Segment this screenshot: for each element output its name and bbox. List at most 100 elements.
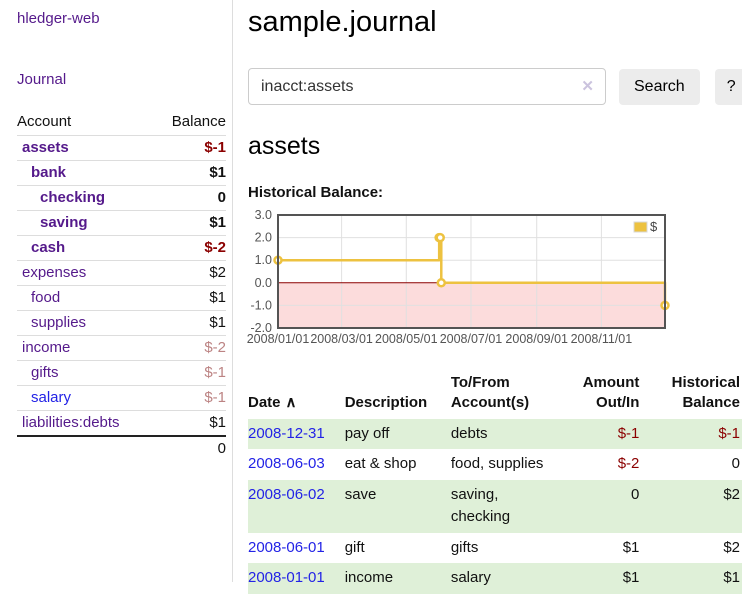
register-row[interactable]: 2008-01-01 income salary $1 $1: [248, 563, 742, 594]
account-column-header: Account: [17, 113, 72, 130]
account-link-income[interactable]: income: [22, 339, 71, 356]
account-balance-table: Account Balance assets $-1 bank $1 check…: [17, 109, 226, 461]
account-row: income $-2: [17, 335, 226, 361]
total-row: 0: [17, 435, 226, 461]
date-column-header[interactable]: Date ∧: [248, 394, 297, 412]
transaction-description: eat & shop: [344, 455, 417, 473]
transaction-description: income: [344, 569, 394, 587]
account-balance: $1: [121, 285, 226, 311]
account-balance: $-1: [121, 360, 226, 386]
svg-text:$: $: [650, 219, 658, 234]
svg-text:0.0: 0.0: [255, 276, 272, 290]
account-row: assets $-1: [17, 135, 226, 161]
account-row: checking 0: [17, 185, 226, 211]
total-balance: 0: [121, 435, 226, 461]
account-link-cash[interactable]: cash: [31, 239, 66, 256]
transaction-amount: $1: [622, 569, 640, 587]
account-balance: $-2: [121, 335, 226, 361]
transaction-date-link[interactable]: 2008-06-03: [248, 455, 325, 473]
search-form: ✕ Search ?: [248, 68, 742, 105]
register-row[interactable]: 2008-06-01 gift gifts $1 $2: [248, 533, 742, 564]
account-row: cash $-2: [17, 235, 226, 261]
account-balance: 0: [121, 185, 226, 211]
historical-balance-chart-container: $3.0 2.0 1.0 0.0 -1.0 -2.0 2008/01/01 2008/03/0…: [241, 208, 742, 352]
transaction-amount: $1: [622, 538, 640, 556]
account-link-food[interactable]: food: [31, 289, 61, 306]
account-link-assets[interactable]: assets: [22, 139, 69, 156]
journal-link[interactable]: Journal: [17, 71, 67, 88]
transaction-balance: 0: [731, 455, 740, 473]
svg-text:1.0: 1.0: [255, 253, 272, 267]
transaction-description: save: [344, 486, 377, 503]
svg-text:2008/05/01: 2008/05/01: [375, 332, 438, 346]
account-link-salary[interactable]: salary: [31, 389, 72, 406]
transaction-date-link[interactable]: 2008-12-31: [248, 424, 325, 442]
account-link-expenses[interactable]: expenses: [22, 264, 87, 281]
transaction-balance: $-1: [718, 424, 740, 442]
svg-text:2008/07/01: 2008/07/01: [440, 332, 503, 346]
transaction-balance: $2: [723, 538, 740, 556]
transaction-accounts: gifts: [450, 538, 479, 556]
svg-text:-1.0: -1.0: [250, 298, 272, 312]
register-row[interactable]: 2008-06-02 save saving, checking 0 $2: [248, 480, 742, 533]
account-row: saving $1: [17, 210, 226, 236]
account-link-liabilities-debts[interactable]: liabilities:debts: [22, 414, 120, 431]
nav-journal: Journal: [17, 71, 232, 88]
transaction-description: pay off: [344, 424, 390, 442]
account-balance: $1: [121, 160, 226, 186]
transaction-date-link[interactable]: 2008-06-02: [248, 486, 325, 503]
transaction-description: gift: [344, 538, 365, 556]
register-row[interactable]: 2008-06-03 eat & shop food, supplies $-2…: [248, 449, 742, 480]
sidebar: hledger-web Journal Account Balance asse…: [0, 0, 233, 582]
account-balance: $2: [121, 260, 226, 286]
account-balance: $1: [121, 410, 226, 436]
account-row: salary $-1: [17, 385, 226, 411]
clear-search-icon[interactable]: ✕: [581, 78, 594, 95]
account-link-gifts[interactable]: gifts: [31, 364, 59, 381]
transaction-accounts: salary: [450, 569, 491, 587]
brand-link[interactable]: hledger-web: [17, 10, 100, 27]
register-row[interactable]: 2008-12-31 pay off debts $-1 $-1: [248, 418, 742, 450]
transaction-date-link[interactable]: 2008-06-01: [248, 538, 325, 556]
app-brand: hledger-web: [17, 10, 232, 27]
search-input[interactable]: [248, 68, 606, 105]
transaction-amount: $-1: [617, 424, 640, 442]
svg-text:-2.0: -2.0: [250, 321, 272, 335]
account-balance: $1: [121, 210, 226, 236]
transaction-date-link[interactable]: 2008-01-01: [248, 569, 325, 587]
svg-text:2008/09/01: 2008/09/01: [505, 332, 568, 346]
sort-ascending-icon: ∧: [285, 394, 297, 412]
help-button[interactable]: ?: [714, 68, 742, 105]
transaction-balance: $1: [723, 569, 740, 587]
register-table: Date ∧ Description To/From Account(s) Amo…: [248, 369, 742, 594]
account-link-saving[interactable]: saving: [40, 214, 88, 231]
page-title: sample.journal: [248, 6, 437, 38]
account-balance: $-1: [121, 135, 226, 161]
account-link-supplies[interactable]: supplies: [31, 314, 87, 331]
amount-column-header: Amount Out/In: [582, 374, 640, 412]
balance-column-header: Balance: [171, 113, 226, 130]
transaction-amount: $-2: [617, 455, 640, 473]
chart-heading: Historical Balance:: [248, 184, 384, 201]
svg-text:2.0: 2.0: [255, 231, 272, 245]
account-row: expenses $2: [17, 260, 226, 286]
account-row: liabilities:debts $1: [17, 410, 226, 436]
transaction-accounts: saving, checking: [450, 486, 511, 525]
account-row: supplies $1: [17, 310, 226, 336]
search-button[interactable]: Search: [619, 68, 700, 105]
account-balance: $-2: [121, 235, 226, 261]
account-link-checking[interactable]: checking: [40, 189, 106, 206]
account-row: bank $1: [17, 160, 226, 186]
svg-text:2008/03/01: 2008/03/01: [310, 332, 373, 346]
transaction-amount: 0: [631, 486, 640, 503]
account-balance: $1: [121, 310, 226, 336]
svg-text:3.0: 3.0: [255, 208, 272, 222]
account-heading: assets: [248, 132, 321, 160]
transaction-accounts: food, supplies: [450, 455, 544, 473]
svg-text:2008/01/01: 2008/01/01: [247, 332, 310, 346]
account-link-bank[interactable]: bank: [31, 164, 67, 181]
account-row: gifts $-1: [17, 360, 226, 386]
account-row: food $1: [17, 285, 226, 311]
transaction-accounts: debts: [450, 424, 488, 442]
